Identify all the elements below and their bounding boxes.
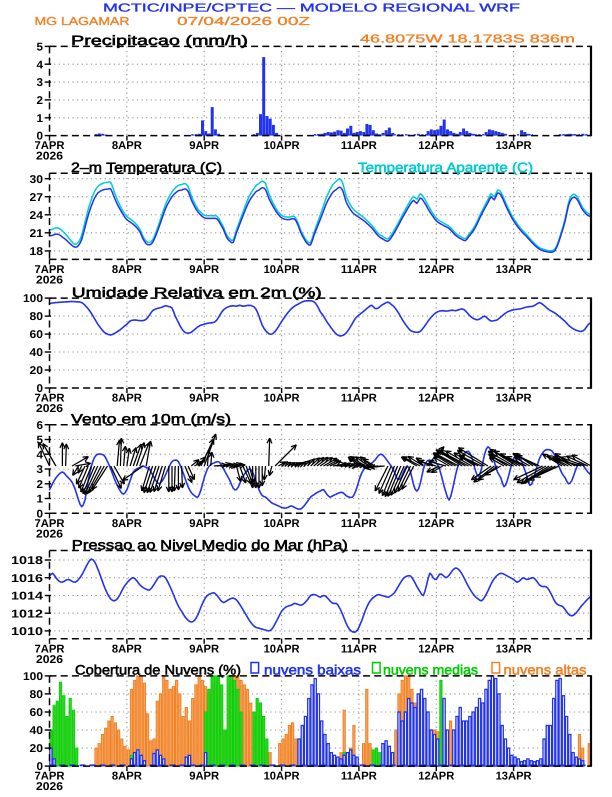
svg-text:11APR: 11APR <box>341 518 377 530</box>
svg-text:9APR: 9APR <box>189 140 219 152</box>
svg-text:12APR: 12APR <box>418 264 454 276</box>
svg-text:9APR: 9APR <box>189 771 219 783</box>
svg-text:20: 20 <box>30 743 44 755</box>
svg-text:40: 40 <box>30 347 44 359</box>
svg-text:60: 60 <box>30 329 44 341</box>
svg-text:80: 80 <box>30 311 44 323</box>
svg-text:1014: 1014 <box>11 591 44 603</box>
svg-text:Cobertura de Nuvens (%): Cobertura de Nuvens (%) <box>75 663 241 678</box>
svg-text:Precipitacao (mm/h): Precipitacao (mm/h) <box>71 33 248 48</box>
svg-text:1: 1 <box>37 494 44 506</box>
svg-text:9APR: 9APR <box>189 643 219 655</box>
svg-text:100: 100 <box>23 671 43 683</box>
svg-text:12APR: 12APR <box>418 643 454 655</box>
svg-text:46.8075W 18.1783S 836m: 46.8075W 18.1783S 836m <box>360 34 575 46</box>
svg-text:Pressao ao Nivel Medio do Mar: Pressao ao Nivel Medio do Mar (hPa) <box>72 537 348 552</box>
svg-text:8APR: 8APR <box>112 518 142 530</box>
svg-text:8APR: 8APR <box>112 393 142 405</box>
svg-text:10APR: 10APR <box>264 393 300 405</box>
svg-text:13APR: 13APR <box>496 518 532 530</box>
svg-text:1016: 1016 <box>11 573 43 585</box>
svg-text:1018: 1018 <box>11 555 43 567</box>
svg-text:MG LAGAMAR: MG LAGAMAR <box>35 16 130 28</box>
svg-text:13APR: 13APR <box>496 393 532 405</box>
svg-text:8APR: 8APR <box>112 771 142 783</box>
svg-text:2026: 2026 <box>36 274 63 286</box>
svg-text:3: 3 <box>37 77 44 89</box>
svg-text:24: 24 <box>30 210 44 222</box>
svg-text:8APR: 8APR <box>112 643 142 655</box>
svg-text:12APR: 12APR <box>418 771 454 783</box>
svg-text:4: 4 <box>37 59 44 71</box>
svg-text:Vento em 10m (m/s): Vento em 10m (m/s) <box>71 412 231 427</box>
svg-text:5: 5 <box>37 42 44 54</box>
svg-text:11APR: 11APR <box>341 264 377 276</box>
svg-text:2026: 2026 <box>36 781 63 792</box>
svg-text:13APR: 13APR <box>496 643 532 655</box>
svg-text:10APR: 10APR <box>264 140 300 152</box>
svg-text:07/04/2026 00Z: 07/04/2026 00Z <box>177 16 310 28</box>
svg-text:10APR: 10APR <box>264 518 300 530</box>
svg-text:8APR: 8APR <box>112 140 142 152</box>
svg-text:11APR: 11APR <box>341 643 377 655</box>
svg-text:40: 40 <box>30 725 44 737</box>
svg-text:2026: 2026 <box>36 403 63 415</box>
svg-text:nuvens medias: nuvens medias <box>383 663 478 678</box>
svg-text:13APR: 13APR <box>496 140 532 152</box>
svg-text:3: 3 <box>37 464 44 476</box>
svg-text:9APR: 9APR <box>189 518 219 530</box>
svg-text:13APR: 13APR <box>496 264 532 276</box>
svg-text:10APR: 10APR <box>264 771 300 783</box>
svg-text:6: 6 <box>37 420 44 432</box>
svg-text:10APR: 10APR <box>264 643 300 655</box>
svg-text:1: 1 <box>37 113 44 125</box>
svg-text:Umidade Relativa em 2m (%): Umidade Relativa em 2m (%) <box>72 285 322 300</box>
svg-text:21: 21 <box>30 228 44 240</box>
svg-text:1010: 1010 <box>11 626 43 638</box>
svg-text:2: 2 <box>37 95 44 107</box>
svg-text:Temperatura Aparente (C): Temperatura Aparente (C) <box>358 160 533 175</box>
svg-text:9APR: 9APR <box>189 264 219 276</box>
svg-text:27: 27 <box>30 192 44 204</box>
svg-text:60: 60 <box>30 707 44 719</box>
svg-text:20: 20 <box>30 365 44 377</box>
svg-text:100: 100 <box>23 293 43 305</box>
svg-text:8APR: 8APR <box>112 264 142 276</box>
svg-text:10APR: 10APR <box>264 264 300 276</box>
svg-text:nuvens baixas: nuvens baixas <box>264 663 361 678</box>
svg-text:12APR: 12APR <box>418 518 454 530</box>
svg-text:4: 4 <box>37 449 44 461</box>
svg-text:12APR: 12APR <box>418 140 454 152</box>
svg-text:11APR: 11APR <box>341 140 377 152</box>
svg-text:12APR: 12APR <box>418 393 454 405</box>
svg-text:11APR: 11APR <box>341 771 377 783</box>
svg-text:18: 18 <box>30 246 44 258</box>
svg-text:MCTIC/INPE/CPTEC — MODELO REGI: MCTIC/INPE/CPTEC — MODELO REGIONAL WRF <box>103 3 520 15</box>
svg-text:2026: 2026 <box>36 654 63 666</box>
svg-text:1012: 1012 <box>11 608 43 620</box>
svg-text:2–m Temperatura (C): 2–m Temperatura (C) <box>71 160 222 175</box>
svg-text:5: 5 <box>37 435 44 447</box>
svg-text:2: 2 <box>37 479 44 491</box>
svg-text:2026: 2026 <box>36 528 63 540</box>
svg-text:11APR: 11APR <box>341 393 377 405</box>
svg-text:80: 80 <box>30 689 44 701</box>
svg-text:13APR: 13APR <box>496 771 532 783</box>
svg-text:2026: 2026 <box>36 151 63 163</box>
svg-text:nuvens altas: nuvens altas <box>504 663 587 678</box>
svg-text:30: 30 <box>30 174 44 186</box>
svg-text:9APR: 9APR <box>189 393 219 405</box>
